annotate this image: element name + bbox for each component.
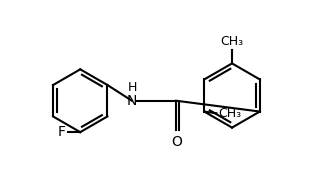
Text: CH₃: CH₃ <box>221 35 244 48</box>
Text: CH₃: CH₃ <box>218 107 241 120</box>
Text: H: H <box>127 81 137 95</box>
Text: O: O <box>171 135 182 149</box>
Text: N: N <box>127 94 137 108</box>
Text: F: F <box>57 125 65 139</box>
